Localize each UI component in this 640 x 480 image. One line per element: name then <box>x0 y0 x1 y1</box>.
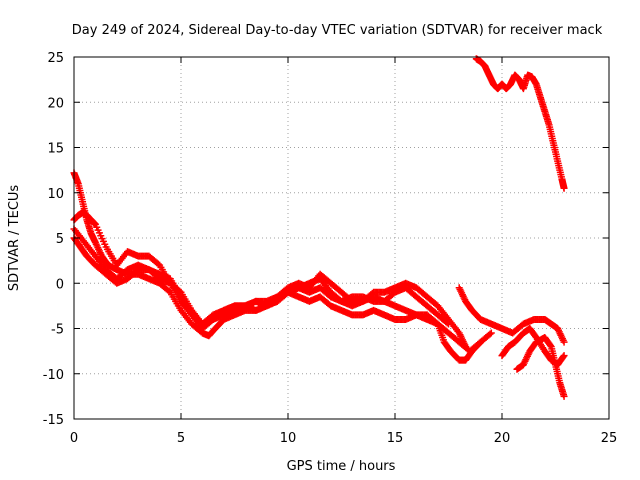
y-tick-label: 20 <box>47 96 64 111</box>
y-axis-label: SDTVAR / TECUs <box>7 185 22 292</box>
data-point <box>487 329 495 337</box>
data-point <box>560 392 568 400</box>
series-track-e <box>455 284 568 346</box>
data-point <box>559 353 567 361</box>
x-tick-label: 20 <box>494 431 511 446</box>
data-point <box>560 184 568 192</box>
grid-lines <box>74 57 609 419</box>
data-point <box>477 338 485 346</box>
data-point <box>546 341 554 349</box>
chart-title: Day 249 of 2024, Sidereal Day-to-day VTE… <box>72 23 603 38</box>
x-tick-label: 5 <box>177 431 185 446</box>
x-tick-label: 25 <box>601 431 618 446</box>
data-point <box>476 339 484 347</box>
data-point <box>486 330 494 338</box>
y-tick-label: -10 <box>43 368 64 383</box>
y-tick-label: -5 <box>51 323 64 338</box>
series-track-h <box>472 55 568 192</box>
data-point <box>560 352 568 360</box>
y-tick-label: 10 <box>47 187 64 202</box>
x-tick-label: 10 <box>280 431 297 446</box>
y-tick-label: 25 <box>47 51 64 66</box>
x-axis-label: GPS time / hours <box>287 459 396 474</box>
series-track-d <box>70 225 485 364</box>
y-tick-label: 5 <box>56 232 64 247</box>
x-tick-label: 15 <box>387 431 404 446</box>
x-tick-label: 0 <box>70 431 78 446</box>
axis-ticks: 0 5 10 15 20 25 -15 -10 -5 0 5 10 15 20 25 <box>43 51 618 446</box>
y-tick-label: 15 <box>47 142 64 157</box>
data-point <box>560 338 568 346</box>
data-points <box>70 55 568 400</box>
series-track-g <box>513 334 568 400</box>
y-tick-label: 0 <box>56 277 64 292</box>
y-tick-label: -15 <box>43 413 64 428</box>
